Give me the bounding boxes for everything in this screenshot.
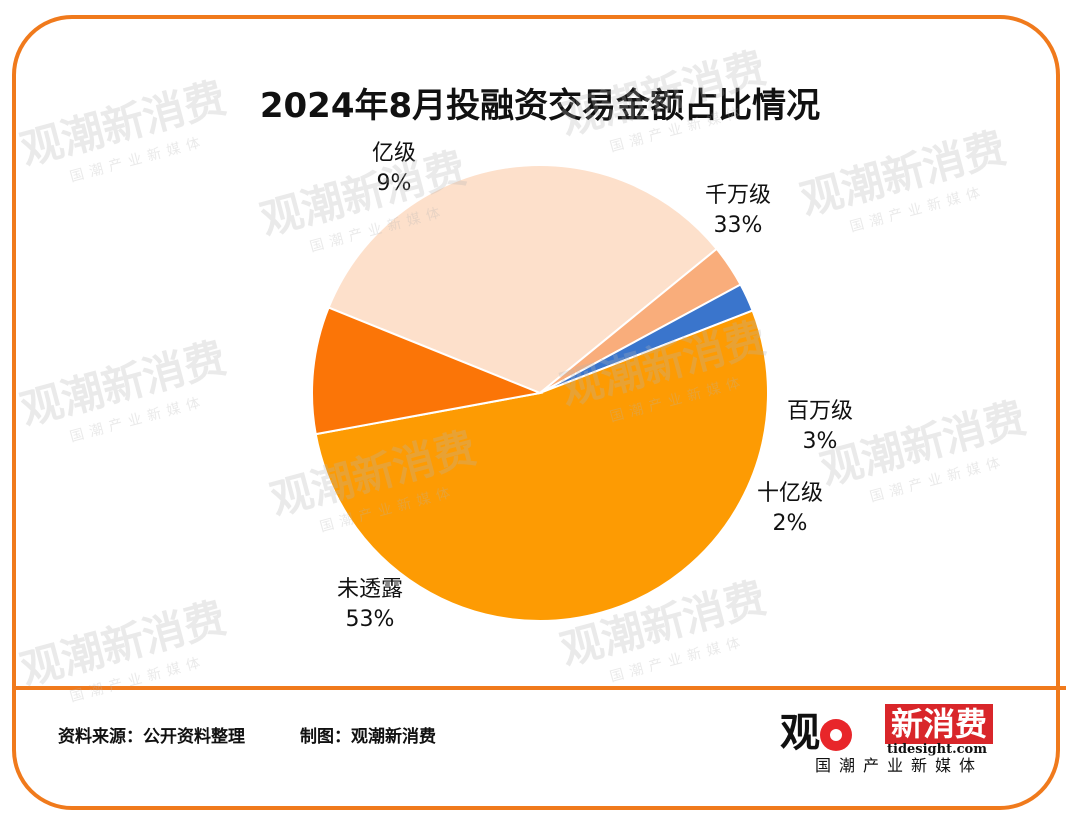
pie-slice-3 (314, 309, 769, 622)
slice-label: 未透露 (337, 577, 403, 602)
credit-note: 制图：观潮新消费 (300, 727, 436, 747)
brand-logo: 观 新消费 tidesight.com 国潮产业新媒体 (775, 698, 1015, 778)
brand-mark: 观 (780, 700, 854, 758)
brand-url: tidesight.com (887, 742, 987, 757)
slice-value-label: 2% (773, 511, 808, 536)
slice-label: 十亿级 (757, 481, 823, 506)
chart-title: 2024年8月投融资交易金额占比情况 (259, 86, 821, 126)
slice-value-label: 53% (346, 607, 395, 632)
slice-value-label: 9% (377, 171, 412, 196)
slice-label: 亿级 (372, 141, 416, 166)
slice-label: 百万级 (787, 399, 853, 424)
eye-icon (820, 719, 852, 751)
brand-tagline: 国潮产业新媒体 (815, 756, 984, 775)
brand-name: 新消费 (885, 704, 994, 744)
source-note: 资料来源：公开资料整理 (58, 727, 245, 747)
pie-slice-0 (327, 164, 719, 395)
footer-divider (14, 686, 1066, 690)
slice-label: 千万级 (705, 183, 771, 208)
pie-slice-4 (311, 306, 544, 436)
slice-value-label: 33% (714, 213, 763, 238)
slice-value-label: 3% (803, 429, 838, 454)
